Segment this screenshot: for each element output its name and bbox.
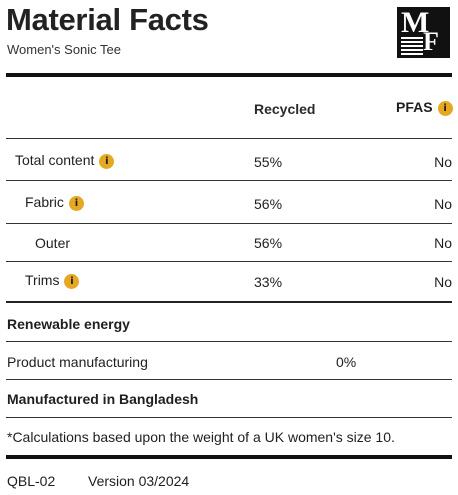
logo-letter-m: M: [401, 7, 430, 39]
info-icon[interactable]: i: [99, 154, 115, 169]
label-code: QBL-02: [7, 473, 56, 489]
column-header-pfas: PFAS i: [396, 98, 453, 116]
row-outer-label: Outer: [35, 235, 71, 251]
logo-bars: [401, 37, 423, 57]
row-label: Total content: [15, 152, 95, 168]
footer-rule: [6, 455, 452, 459]
column-header-recycled: Recycled: [254, 101, 316, 117]
product-manufacturing-value: 0%: [336, 354, 357, 370]
section-divider: [6, 341, 452, 342]
row-total-content-pfas: No: [434, 154, 452, 170]
section-divider: [6, 379, 452, 380]
row-fabric-pfas: No: [434, 196, 452, 212]
product-manufacturing-label: Product manufacturing: [7, 354, 148, 370]
info-icon[interactable]: i: [68, 196, 84, 211]
info-icon[interactable]: i: [437, 101, 453, 116]
section-divider: [6, 417, 452, 418]
row-label: Fabric: [25, 194, 64, 210]
info-icon[interactable]: i: [64, 274, 80, 289]
row-trims-label: Trims i: [25, 271, 80, 289]
row-outer-pfas: No: [434, 235, 452, 251]
footnote: *Calculations based upon the weight of a…: [7, 429, 395, 445]
row-trims-recycled: 33%: [254, 274, 283, 290]
renewable-energy-heading: Renewable energy: [7, 316, 130, 332]
table-divider: [6, 138, 452, 139]
origin-statement: Manufactured in Bangladesh: [7, 391, 199, 407]
row-trims-pfas: No: [434, 274, 452, 290]
label-version: Version 03/2024: [88, 473, 190, 489]
header-rule: [6, 73, 452, 77]
column-header-pfas-label: PFAS: [396, 99, 433, 115]
table-divider: [6, 180, 452, 181]
material-facts-logo: M F: [397, 7, 450, 58]
logo-letter-f: F: [423, 27, 439, 56]
row-label: Trims: [25, 272, 60, 288]
table-divider: [6, 261, 452, 262]
row-fabric-recycled: 56%: [254, 196, 283, 212]
page-title: Material Facts: [6, 2, 209, 37]
row-total-content-recycled: 55%: [254, 154, 283, 170]
section-rule: [6, 301, 452, 303]
row-fabric-label: Fabric i: [25, 193, 84, 211]
row-total-content-label: Total content i: [15, 151, 115, 169]
row-outer-recycled: 56%: [254, 235, 283, 251]
product-name: Women's Sonic Tee: [7, 42, 122, 57]
table-divider: [6, 223, 452, 224]
